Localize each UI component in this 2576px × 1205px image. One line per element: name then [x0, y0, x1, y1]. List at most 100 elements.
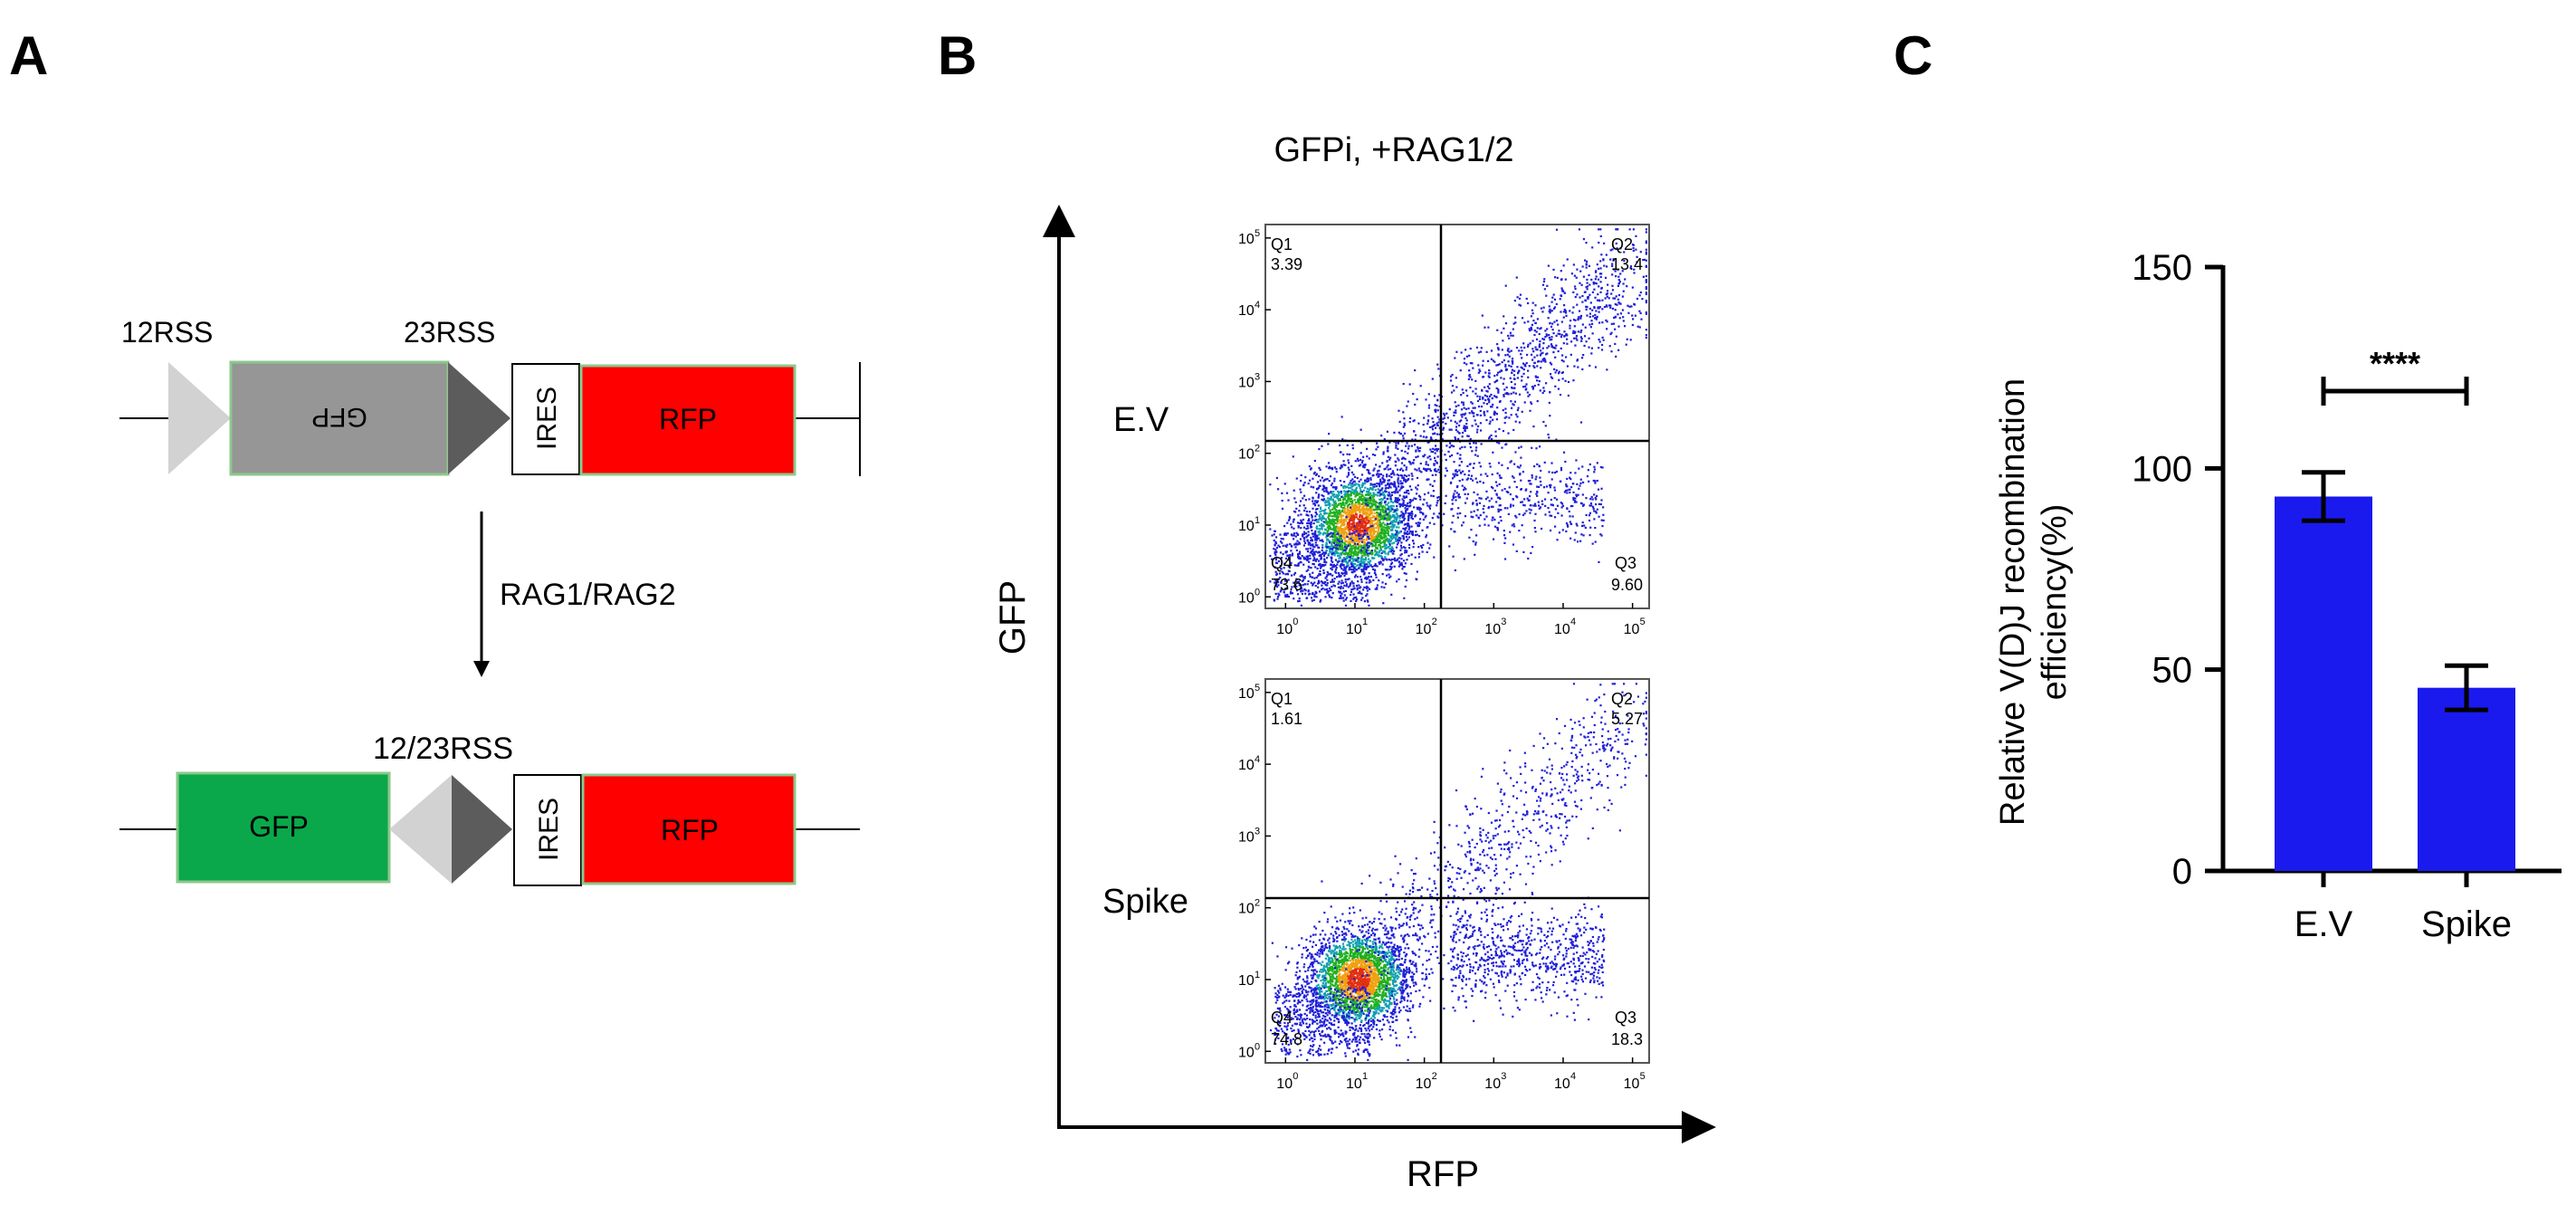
- y-tick-label: 10: [1238, 303, 1255, 319]
- event-dot: [1354, 534, 1357, 537]
- event-dot: [1290, 550, 1293, 552]
- event-dot: [1312, 500, 1314, 502]
- event-dot: [1374, 518, 1377, 521]
- event-dot: [1365, 502, 1368, 505]
- event-dot: [1343, 481, 1346, 483]
- event-dot: [1376, 494, 1379, 497]
- event-dot: [1380, 551, 1383, 554]
- event-dot: [1528, 494, 1531, 498]
- event-dot: [1360, 546, 1363, 549]
- event-dot: [1395, 446, 1398, 449]
- event-dot: [1594, 480, 1597, 483]
- event-dot: [1488, 500, 1491, 502]
- event-dot: [1341, 541, 1344, 544]
- event-dot: [1333, 554, 1336, 557]
- event-dot: [1404, 562, 1407, 565]
- event-dot: [1307, 482, 1310, 485]
- event-dot: [1476, 509, 1479, 512]
- event-dot: [1386, 473, 1388, 476]
- event-dot: [1566, 477, 1569, 481]
- event-dot: [1276, 596, 1280, 598]
- event-dot: [1492, 418, 1494, 421]
- event-dot: [1336, 551, 1340, 555]
- event-dot: [1346, 475, 1349, 478]
- event-dot: [1455, 473, 1457, 475]
- event-dot: [1322, 485, 1326, 488]
- event-dot: [1529, 504, 1531, 507]
- event-dot: [1560, 347, 1562, 350]
- event-dot: [1277, 578, 1280, 580]
- event-dot: [1314, 539, 1317, 541]
- event-dot: [1474, 454, 1477, 456]
- event-dot: [1438, 418, 1441, 421]
- event-dot: [1343, 504, 1346, 507]
- event-dot: [1315, 521, 1319, 523]
- event-dot: [1495, 396, 1498, 398]
- event-dot: [1496, 343, 1499, 346]
- event-dot: [1550, 301, 1553, 303]
- event-dot: [1401, 568, 1404, 570]
- event-dot: [1305, 548, 1308, 550]
- event-dot: [1397, 521, 1399, 524]
- event-dot: [1564, 379, 1567, 382]
- event-dot: [1557, 512, 1560, 514]
- event-dot: [1340, 490, 1342, 493]
- event-dot: [1371, 502, 1375, 505]
- event-dot: [1467, 435, 1470, 437]
- event-dot: [1578, 467, 1580, 470]
- event-dot: [1496, 441, 1499, 444]
- event-dot: [1402, 565, 1405, 569]
- event-dot: [1329, 573, 1332, 576]
- event-dot: [1422, 467, 1426, 470]
- event-dot: [1275, 585, 1279, 588]
- event-dot: [1375, 464, 1378, 466]
- event-dot: [1297, 562, 1301, 565]
- event-dot: [1365, 568, 1368, 571]
- event-dot: [1369, 564, 1372, 567]
- event-dot: [1574, 497, 1577, 500]
- event-dot: [1360, 563, 1362, 566]
- event-dot: [1375, 484, 1379, 488]
- event-dot: [1556, 276, 1559, 280]
- event-dot: [1434, 452, 1436, 454]
- event-dot: [1330, 567, 1332, 569]
- event-dot: [1324, 531, 1327, 535]
- event-dot: [1599, 465, 1602, 469]
- event-dot: [1336, 512, 1339, 516]
- event-dot: [1350, 486, 1352, 489]
- event-dot: [1294, 546, 1297, 549]
- event-dot: [1565, 521, 1569, 525]
- event-dot: [1376, 524, 1379, 528]
- event-dot: [1560, 270, 1562, 273]
- event-dot: [1379, 465, 1381, 468]
- event-dot: [1325, 550, 1328, 552]
- event-dot: [1351, 557, 1354, 560]
- event-dot: [1516, 296, 1519, 299]
- event-dot: [1293, 519, 1295, 521]
- ires-label: IRES: [532, 387, 562, 450]
- event-dot: [1350, 522, 1353, 525]
- event-dot: [1432, 494, 1435, 498]
- event-dot: [1388, 548, 1391, 550]
- event-dot: [1356, 527, 1359, 530]
- event-dot: [1332, 546, 1335, 550]
- ires-box-2: [513, 774, 582, 886]
- event-dot: [1362, 520, 1365, 522]
- event-dot: [1404, 507, 1407, 510]
- event-dot: [1311, 515, 1313, 518]
- event-dot: [1291, 554, 1293, 557]
- event-dot: [1553, 525, 1557, 528]
- event-dot: [1509, 377, 1512, 379]
- event-dot: [1394, 454, 1397, 456]
- event-dot: [1448, 545, 1451, 548]
- event-dot: [1448, 442, 1452, 445]
- event-dot: [1345, 490, 1348, 493]
- event-dot: [1333, 504, 1336, 507]
- event-dot: [1560, 278, 1563, 281]
- event-dot: [1417, 445, 1419, 449]
- event-dot: [1514, 514, 1517, 517]
- event-dot: [1402, 559, 1406, 562]
- event-dot: [1454, 569, 1456, 572]
- event-dot: [1532, 425, 1535, 428]
- event-dot: [1332, 486, 1336, 489]
